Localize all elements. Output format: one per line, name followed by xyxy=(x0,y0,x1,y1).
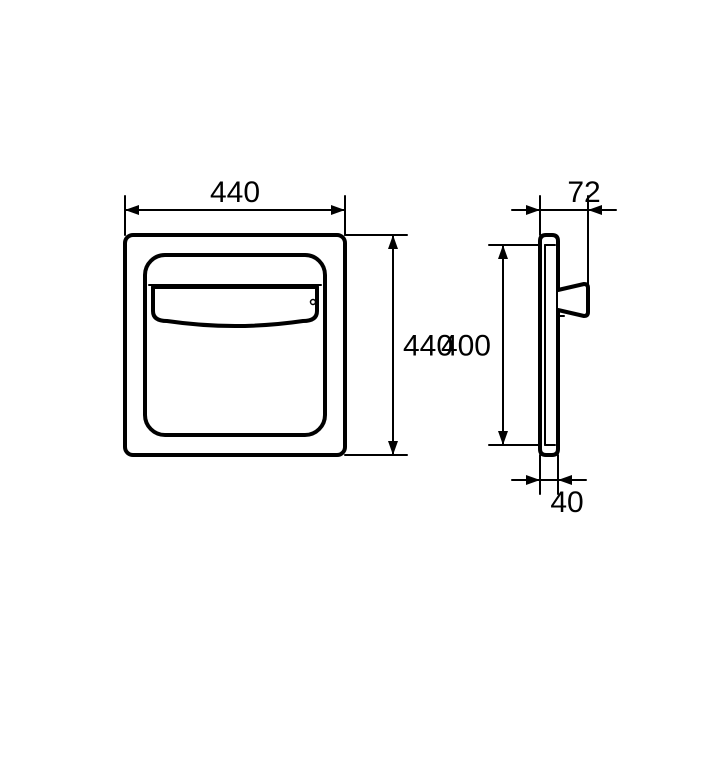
dim-side-height: 400 xyxy=(441,330,491,363)
technical-drawing: 4404407240040 xyxy=(0,0,720,780)
front-view xyxy=(125,235,345,455)
dim-side-depth: 72 xyxy=(567,176,600,209)
side-view xyxy=(540,235,588,455)
dim-side-plate: 40 xyxy=(550,486,583,519)
dim-front-width: 440 xyxy=(210,176,260,209)
